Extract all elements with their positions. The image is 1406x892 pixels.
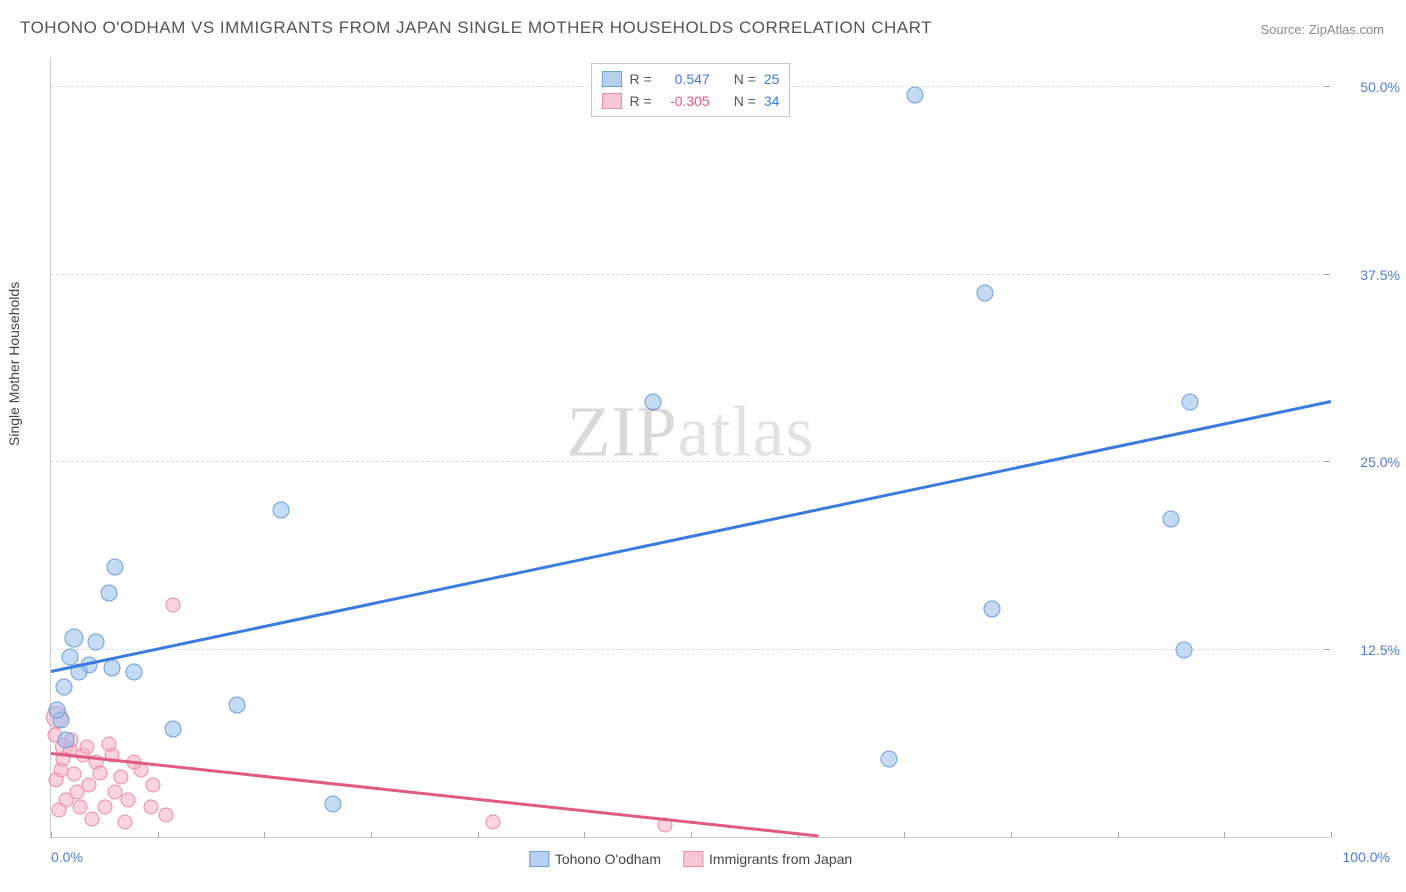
data-point — [92, 765, 107, 780]
data-point — [49, 773, 64, 788]
x-tick — [1331, 832, 1332, 838]
legend-label-pink: Immigrants from Japan — [709, 851, 852, 867]
data-point — [65, 628, 84, 647]
y-tick-label: 25.0% — [1360, 454, 1400, 470]
x-tick — [904, 832, 905, 838]
legend-item-blue: Tohono O'odham — [529, 851, 661, 867]
data-point — [977, 284, 994, 301]
data-point — [228, 697, 245, 714]
data-point — [51, 803, 66, 818]
data-point — [49, 701, 66, 718]
data-point — [87, 634, 104, 651]
data-point — [55, 679, 72, 696]
x-tick — [691, 832, 692, 838]
y-tick-label: 12.5% — [1360, 642, 1400, 658]
chart-container: TOHONO O'ODHAM VS IMMIGRANTS FROM JAPAN … — [0, 0, 1406, 892]
gridline — [51, 649, 1330, 650]
data-point — [79, 740, 94, 755]
data-point — [1175, 641, 1192, 658]
data-point — [62, 649, 79, 666]
stats-row-pink: R = -0.305 N = 34 — [602, 90, 780, 112]
data-point — [165, 597, 180, 612]
data-point — [101, 737, 116, 752]
r-value-blue: 0.547 — [660, 68, 710, 90]
plot-area: ZIPatlas R = 0.547 N = 25 R = -0.305 N =… — [50, 58, 1330, 838]
n-label: N = — [734, 68, 756, 90]
swatch-blue-icon — [602, 71, 622, 87]
data-point — [1163, 511, 1180, 528]
data-point — [118, 815, 133, 830]
y-tick — [1324, 86, 1330, 87]
x-tick — [371, 832, 372, 838]
n-value-blue: 25 — [764, 68, 780, 90]
legend-item-pink: Immigrants from Japan — [683, 851, 852, 867]
data-point — [644, 394, 661, 411]
x-tick — [51, 832, 52, 838]
data-point — [1182, 394, 1199, 411]
n-label: N = — [734, 90, 756, 112]
swatch-pink-icon — [683, 851, 703, 867]
series-legend: Tohono O'odham Immigrants from Japan — [529, 851, 852, 867]
data-point — [107, 559, 124, 576]
data-point — [273, 502, 290, 519]
data-point — [485, 815, 500, 830]
y-axis-title: Single Mother Households — [6, 282, 22, 446]
x-tick — [1118, 832, 1119, 838]
data-point — [114, 770, 129, 785]
watermark-atlas: atlas — [678, 391, 815, 471]
y-tick — [1324, 274, 1330, 275]
data-point — [907, 86, 924, 103]
x-tick — [478, 832, 479, 838]
gridline — [51, 461, 1330, 462]
data-point — [146, 777, 161, 792]
x-tick — [1224, 832, 1225, 838]
data-point — [82, 777, 97, 792]
data-point — [73, 800, 88, 815]
data-point — [120, 792, 135, 807]
data-point — [67, 767, 82, 782]
data-point — [164, 721, 181, 738]
data-point — [104, 659, 121, 676]
gridline — [51, 274, 1330, 275]
r-label: R = — [630, 90, 652, 112]
swatch-pink-icon — [602, 93, 622, 109]
r-value-pink: -0.305 — [660, 90, 710, 112]
data-point — [143, 800, 158, 815]
data-point — [58, 731, 75, 748]
y-tick-label: 37.5% — [1360, 267, 1400, 283]
n-value-pink: 34 — [764, 90, 780, 112]
x-tick — [264, 832, 265, 838]
stats-legend: R = 0.547 N = 25 R = -0.305 N = 34 — [591, 63, 791, 117]
y-tick-label: 50.0% — [1360, 79, 1400, 95]
swatch-blue-icon — [529, 851, 549, 867]
source-attribution: Source: ZipAtlas.com — [1260, 22, 1384, 37]
data-point — [983, 601, 1000, 618]
data-point — [100, 584, 117, 601]
legend-label-blue: Tohono O'odham — [555, 851, 661, 867]
data-point — [84, 812, 99, 827]
stats-row-blue: R = 0.547 N = 25 — [602, 68, 780, 90]
data-point — [159, 807, 174, 822]
data-point — [881, 751, 898, 768]
x-axis-min-label: 0.0% — [51, 849, 83, 865]
trend-line — [51, 752, 819, 837]
data-point — [97, 800, 112, 815]
data-point — [126, 664, 143, 681]
r-label: R = — [630, 68, 652, 90]
chart-title: TOHONO O'ODHAM VS IMMIGRANTS FROM JAPAN … — [20, 18, 932, 38]
data-point — [324, 796, 341, 813]
y-tick — [1324, 461, 1330, 462]
y-tick — [1324, 649, 1330, 650]
x-tick — [158, 832, 159, 838]
trend-line — [51, 400, 1332, 672]
x-tick — [584, 832, 585, 838]
x-axis-max-label: 100.0% — [1343, 849, 1390, 865]
x-tick — [1011, 832, 1012, 838]
